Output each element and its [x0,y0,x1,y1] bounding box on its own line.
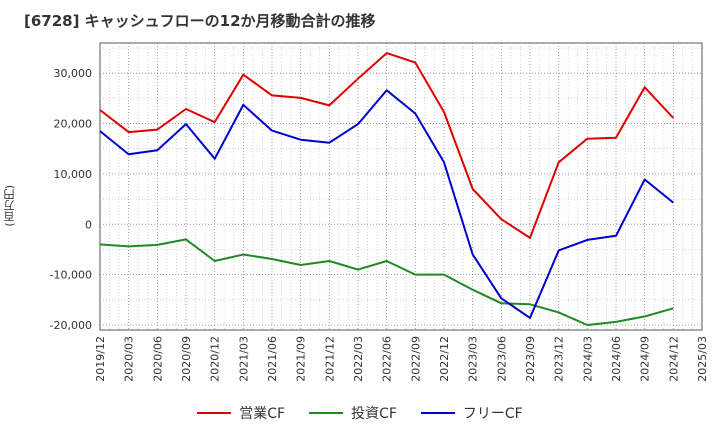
y-tick-label: -20,000 [50,319,92,332]
x-tick-label: 2022/09 [409,336,422,382]
y-tick-label: -10,000 [50,269,92,282]
x-tick-label: 2020/03 [123,336,136,382]
legend-label-free-cf: フリーCF [462,406,523,422]
series-line-0 [99,52,675,239]
x-tick-label: 2023/09 [524,336,537,382]
x-tick-label: 2020/06 [151,336,164,382]
legend-item-operating-cf: 営業CF [197,403,285,423]
legend-item-investing-cf: 投資CF [309,403,397,423]
legend-swatch-free-cf [420,412,455,414]
x-tick-label: 2024/09 [639,336,652,382]
legend-label-operating-cf: 営業CF [239,406,286,422]
legend-label-investing-cf: 投資CF [351,406,397,422]
x-tick-label: 2025/03 [696,336,709,382]
chart-title: [6728] キャッシュフローの12か月移動合計の推移 [24,12,376,30]
x-tick-label: 2022/03 [352,336,365,382]
x-tick-label: 2023/06 [495,336,508,382]
x-tick-label: 2022/06 [381,336,394,382]
plot-area [99,42,703,331]
y-tick-label: 10,000 [54,168,93,181]
x-tick-label: 2023/03 [467,336,480,382]
x-tick-label: 2019/12 [94,336,107,382]
x-tick-label: 2021/03 [237,336,250,382]
legend-item-free-cf: フリーCF [420,403,523,423]
x-tick-label: 2021/06 [266,336,279,382]
x-tick-label: 2023/12 [553,336,566,382]
x-tick-label: 2020/12 [209,336,222,382]
legend: 営業CF 投資CF フリーCF [0,403,720,423]
x-tick-label: 2021/12 [323,336,336,382]
x-tick-label: 2024/03 [581,336,594,382]
x-tick-label: 2021/09 [295,336,308,382]
y-tick-label: 20,000 [54,118,93,131]
x-tick-label: 2024/06 [610,336,623,382]
legend-swatch-investing-cf [309,412,344,414]
x-tick-label: 2020/09 [180,336,193,382]
legend-swatch-operating-cf [197,412,232,414]
y-tick-label: 0 [85,218,92,231]
x-tick-label: 2024/12 [667,336,680,382]
series-line-2 [99,89,674,319]
y-tick-label: 30,000 [54,67,93,80]
series-line-1 [99,238,674,326]
x-tick-label: 2022/12 [438,336,451,382]
